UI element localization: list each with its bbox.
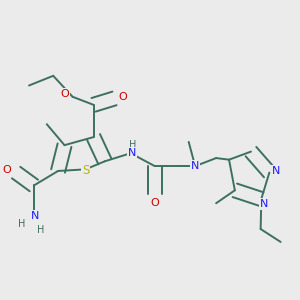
Text: N: N bbox=[128, 148, 136, 158]
Text: S: S bbox=[82, 164, 89, 178]
Text: N: N bbox=[191, 161, 199, 171]
Text: N: N bbox=[31, 211, 40, 221]
Text: O: O bbox=[151, 198, 159, 208]
Text: N: N bbox=[260, 199, 268, 209]
Text: O: O bbox=[60, 89, 69, 99]
Text: O: O bbox=[2, 165, 11, 175]
Text: H: H bbox=[18, 219, 25, 229]
Text: H: H bbox=[129, 140, 136, 150]
Text: N: N bbox=[272, 166, 280, 176]
Text: O: O bbox=[118, 92, 127, 102]
Text: H: H bbox=[37, 225, 45, 235]
